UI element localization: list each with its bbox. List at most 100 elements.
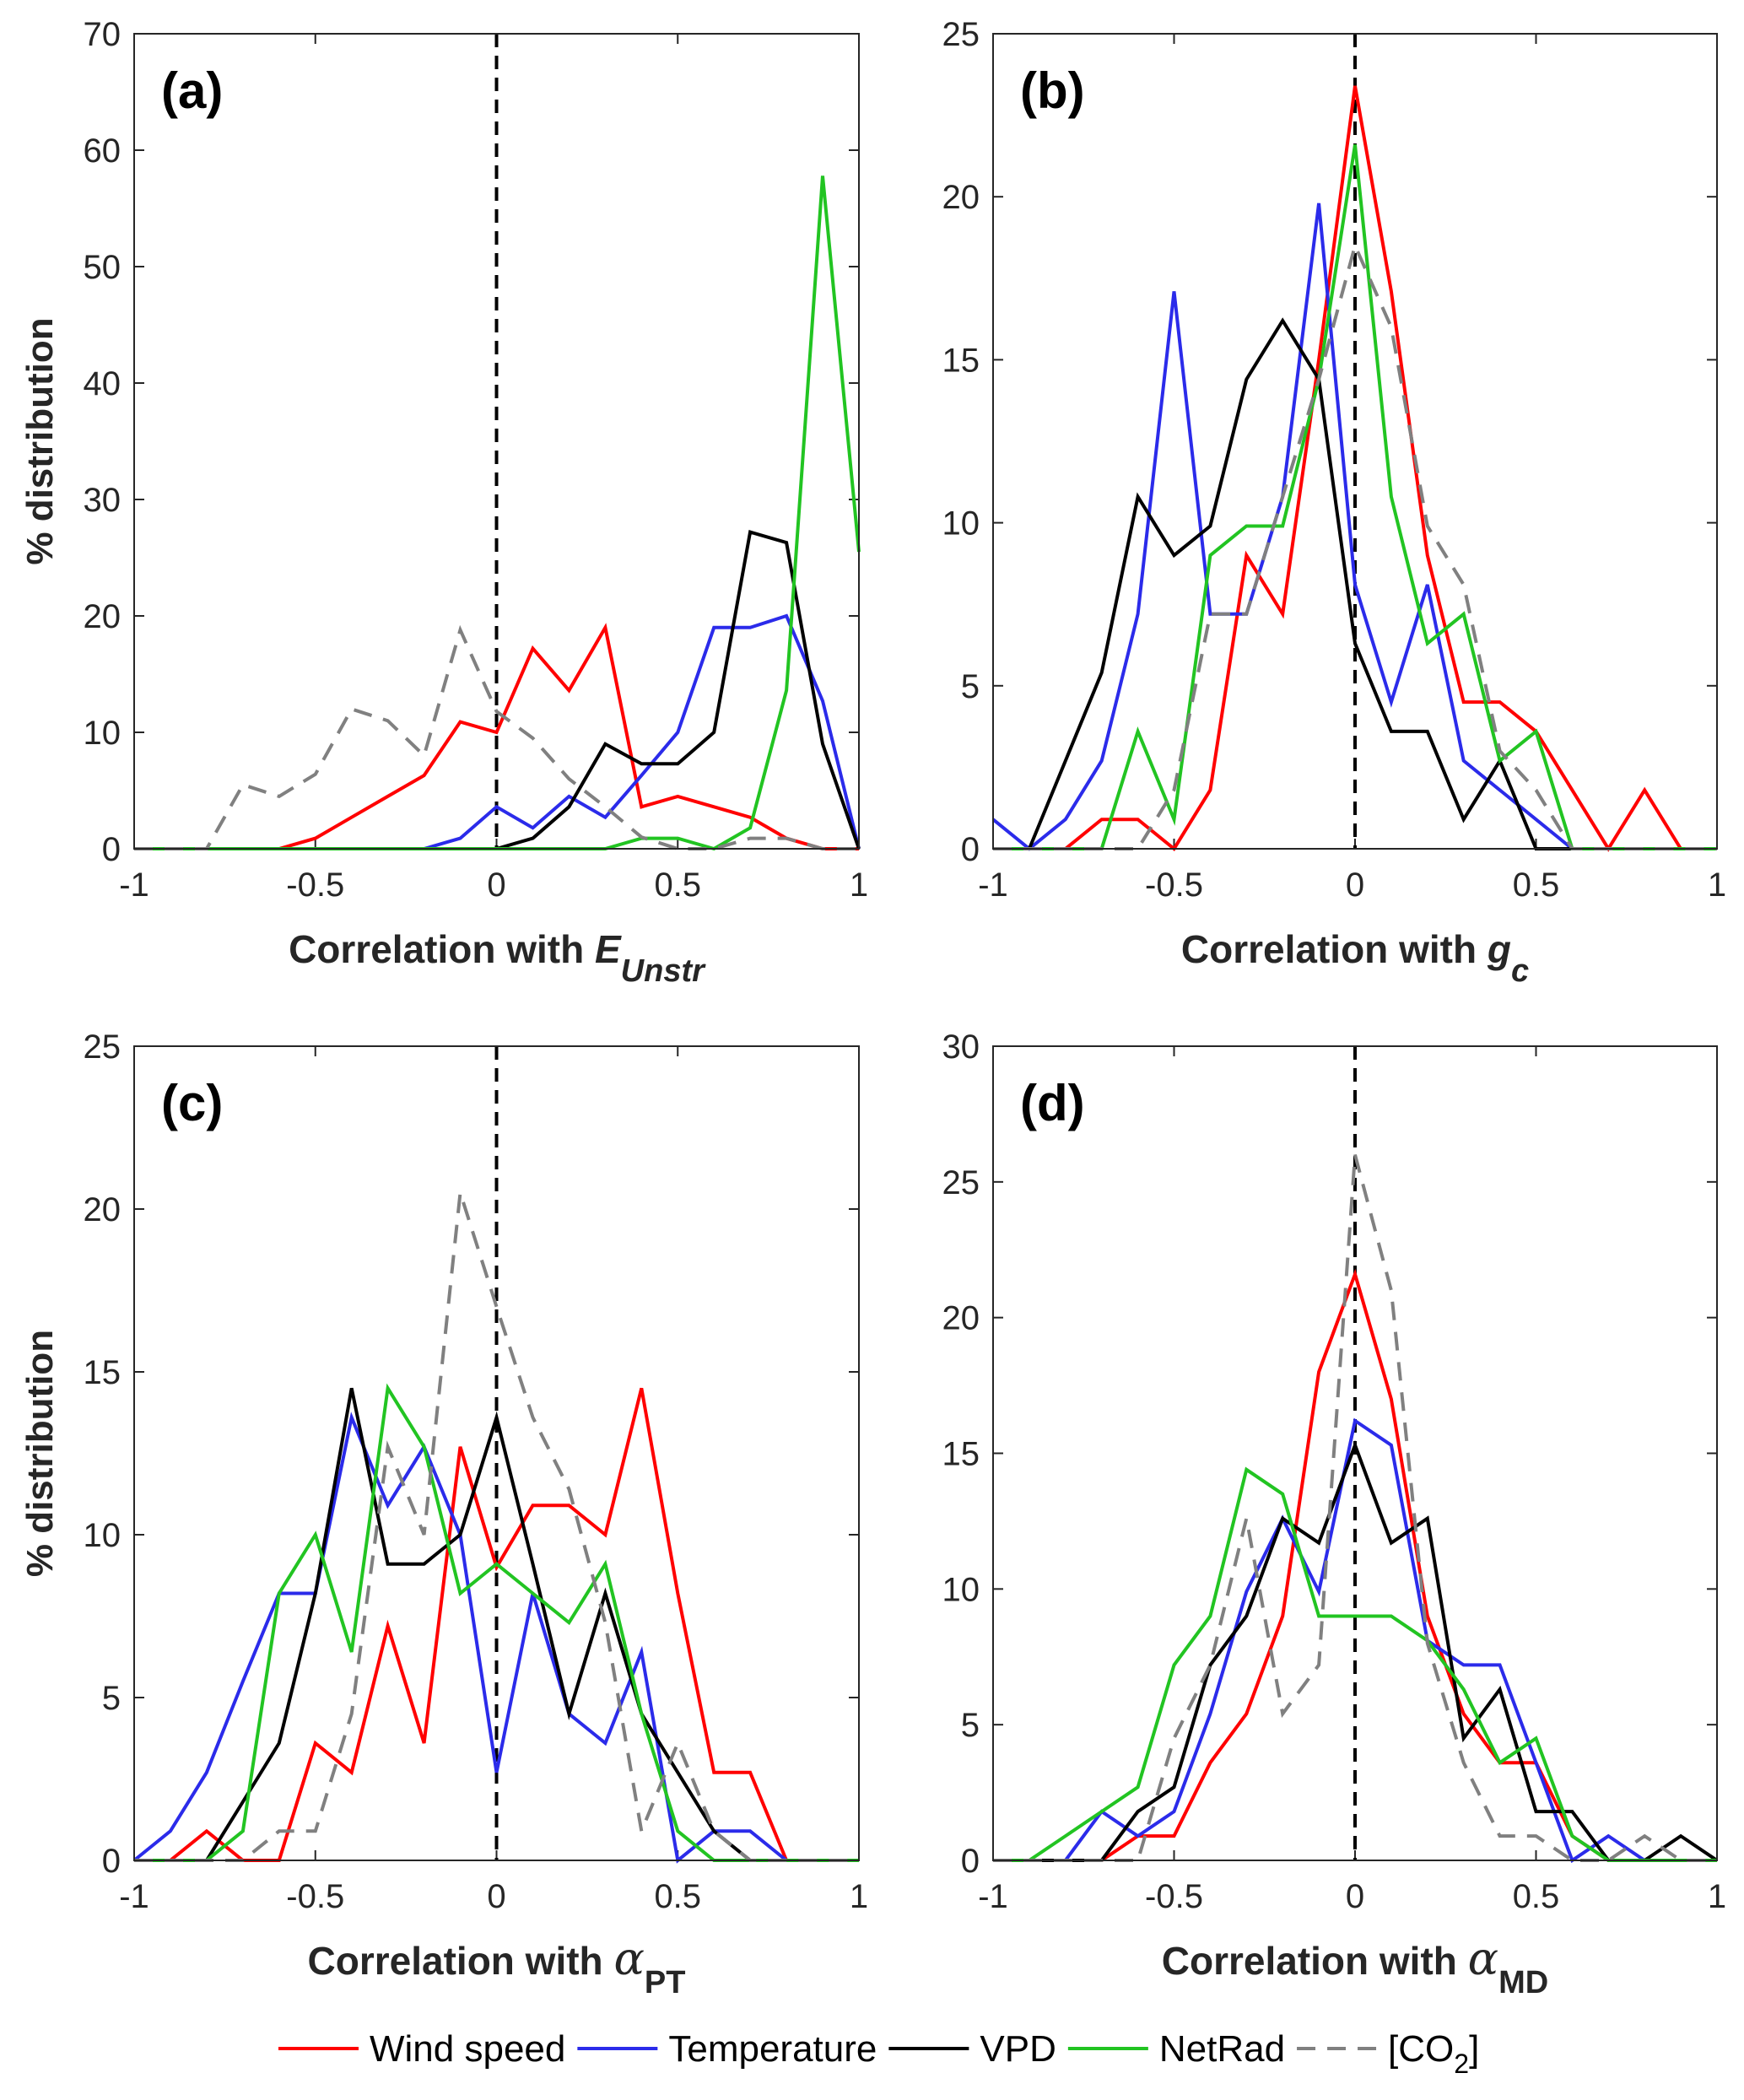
y-tick-label: 60: [84, 132, 121, 170]
y-tick-label: 40: [84, 365, 121, 402]
y-tick-label: 10: [942, 1571, 980, 1608]
series-line-co2: [134, 624, 859, 850]
y-tick-label: 0: [961, 1843, 980, 1880]
x-axis-label-prefix: Correlation with: [1181, 927, 1488, 971]
x-axis-label-subscript: MD: [1498, 1965, 1548, 2000]
y-tick-label: 15: [942, 342, 980, 379]
legend: Wind speed Temperature VPD NetRad [CO2]: [278, 2028, 1479, 2079]
legend-label: NetRad: [1159, 2028, 1285, 2070]
legend-label: VPD: [980, 2028, 1056, 2070]
y-tick-label: 10: [942, 505, 980, 543]
y-tick-label: 70: [84, 16, 121, 53]
legend-label: [CO2]: [1388, 2028, 1479, 2079]
panel-label: (c): [161, 1075, 223, 1131]
x-tick-label: 1: [1708, 866, 1726, 904]
series-line-co2: [134, 1192, 859, 1862]
y-tick-label: 15: [84, 1354, 121, 1391]
legend-label: Temperature: [668, 2028, 877, 2070]
x-tick-label: -0.5: [286, 866, 344, 904]
y-tick-label: 20: [942, 179, 980, 216]
x-tick-label: 1: [850, 1878, 868, 1915]
x-tick-label: -0.5: [1145, 1878, 1203, 1915]
x-tick-label: 0: [1346, 1878, 1364, 1915]
legend-item: Wind speed: [278, 2028, 565, 2070]
x-tick-label: 0: [487, 866, 505, 904]
axes-frame: [992, 33, 1718, 850]
y-tick-label: 0: [102, 831, 121, 868]
x-tick-label: -1: [978, 866, 1008, 904]
y-tick-label: 20: [942, 1300, 980, 1337]
x-axis-label: Correlation with EUnstr: [289, 927, 706, 989]
x-tick-label: 0: [487, 1878, 505, 1915]
legend-label-end: ]: [1469, 2028, 1479, 2070]
y-tick-label: 0: [102, 1843, 121, 1880]
x-axis-label: Correlation with gc: [1181, 927, 1529, 989]
y-tick-label: 5: [102, 1680, 121, 1717]
series-line-temperature: [132, 1412, 859, 1864]
y-axis-label: % distribution: [19, 1330, 61, 1577]
series-line-netrad: [993, 1466, 1717, 1862]
y-tick-label: 50: [84, 249, 121, 286]
axes-frame: [992, 1045, 1718, 1861]
x-axis-label-subscript: c: [1511, 953, 1529, 989]
y-tick-label: 20: [84, 598, 121, 635]
x-tick-label: -0.5: [286, 1878, 344, 1915]
y-tick-label: 15: [942, 1436, 980, 1473]
series-line-wind-speed: [993, 85, 1717, 852]
x-tick-label: 0.5: [1513, 866, 1560, 904]
y-tick-label: 5: [961, 668, 980, 705]
axes-frame: [133, 33, 860, 850]
legend-item: Temperature: [577, 2028, 877, 2070]
x-tick-label: 0.5: [654, 866, 701, 904]
y-tick-label: 0: [961, 831, 980, 868]
y-tick-label: 25: [942, 16, 980, 53]
legend-item: [CO2]: [1297, 2028, 1479, 2079]
x-axis-label: Correlation with αPT: [308, 1932, 686, 2000]
series-line-vpd: [134, 530, 861, 850]
x-tick-label: 0.5: [654, 1878, 701, 1915]
x-axis-label-prefix: Correlation with: [1162, 1939, 1468, 1983]
y-tick-label: 25: [84, 1028, 121, 1066]
y-tick-label: 5: [961, 1707, 980, 1744]
x-axis-label-symbol: E: [595, 927, 622, 971]
y-tick-label: 30: [84, 482, 121, 519]
y-tick-label: 10: [84, 715, 121, 752]
x-axis-label-symbol: α: [1468, 1932, 1498, 1985]
x-tick-label: 1: [850, 866, 868, 904]
x-tick-label: 0: [1346, 866, 1364, 904]
x-axis-label-prefix: Correlation with: [289, 927, 595, 971]
x-tick-label: -0.5: [1145, 866, 1203, 904]
x-axis-label-symbol: g: [1487, 927, 1511, 971]
x-tick-label: -1: [119, 1878, 149, 1915]
y-tick-label: 25: [942, 1164, 980, 1201]
legend-label-main: [CO: [1388, 2028, 1454, 2070]
panel-label: (d): [1020, 1075, 1085, 1131]
y-tick-label: 20: [84, 1191, 121, 1228]
axes-frame: [133, 1045, 860, 1861]
legend-item: VPD: [888, 2028, 1056, 2070]
x-tick-label: -1: [119, 866, 149, 904]
y-tick-label: 10: [84, 1517, 121, 1554]
x-axis-label-subscript: Unstr: [621, 953, 706, 989]
x-tick-label: -1: [978, 1878, 1008, 1915]
legend-item: NetRad: [1067, 2028, 1285, 2070]
series-line-vpd: [993, 1440, 1719, 1862]
x-axis-label-subscript: PT: [645, 1965, 686, 2000]
y-tick-label: 30: [942, 1028, 980, 1066]
x-tick-label: 1: [1708, 1878, 1726, 1915]
x-axis-label-prefix: Correlation with: [308, 1939, 614, 1983]
legend-label: Wind speed: [370, 2028, 565, 2070]
panel-a: -1 -0.5 0 0.5 1010203040506070(a)Correlation…: [19, 16, 868, 989]
y-axis-label: % distribution: [19, 317, 61, 564]
panel-label: (a): [161, 62, 223, 119]
x-axis-label-symbol: α: [613, 1932, 644, 1985]
x-tick-label: 0.5: [1513, 1878, 1560, 1915]
panel-label: (b): [1020, 62, 1085, 119]
x-axis-label: Correlation with αMD: [1162, 1932, 1548, 2000]
series-line-vpd: [134, 1387, 859, 1862]
legend-label-sub: 2: [1454, 2049, 1469, 2079]
